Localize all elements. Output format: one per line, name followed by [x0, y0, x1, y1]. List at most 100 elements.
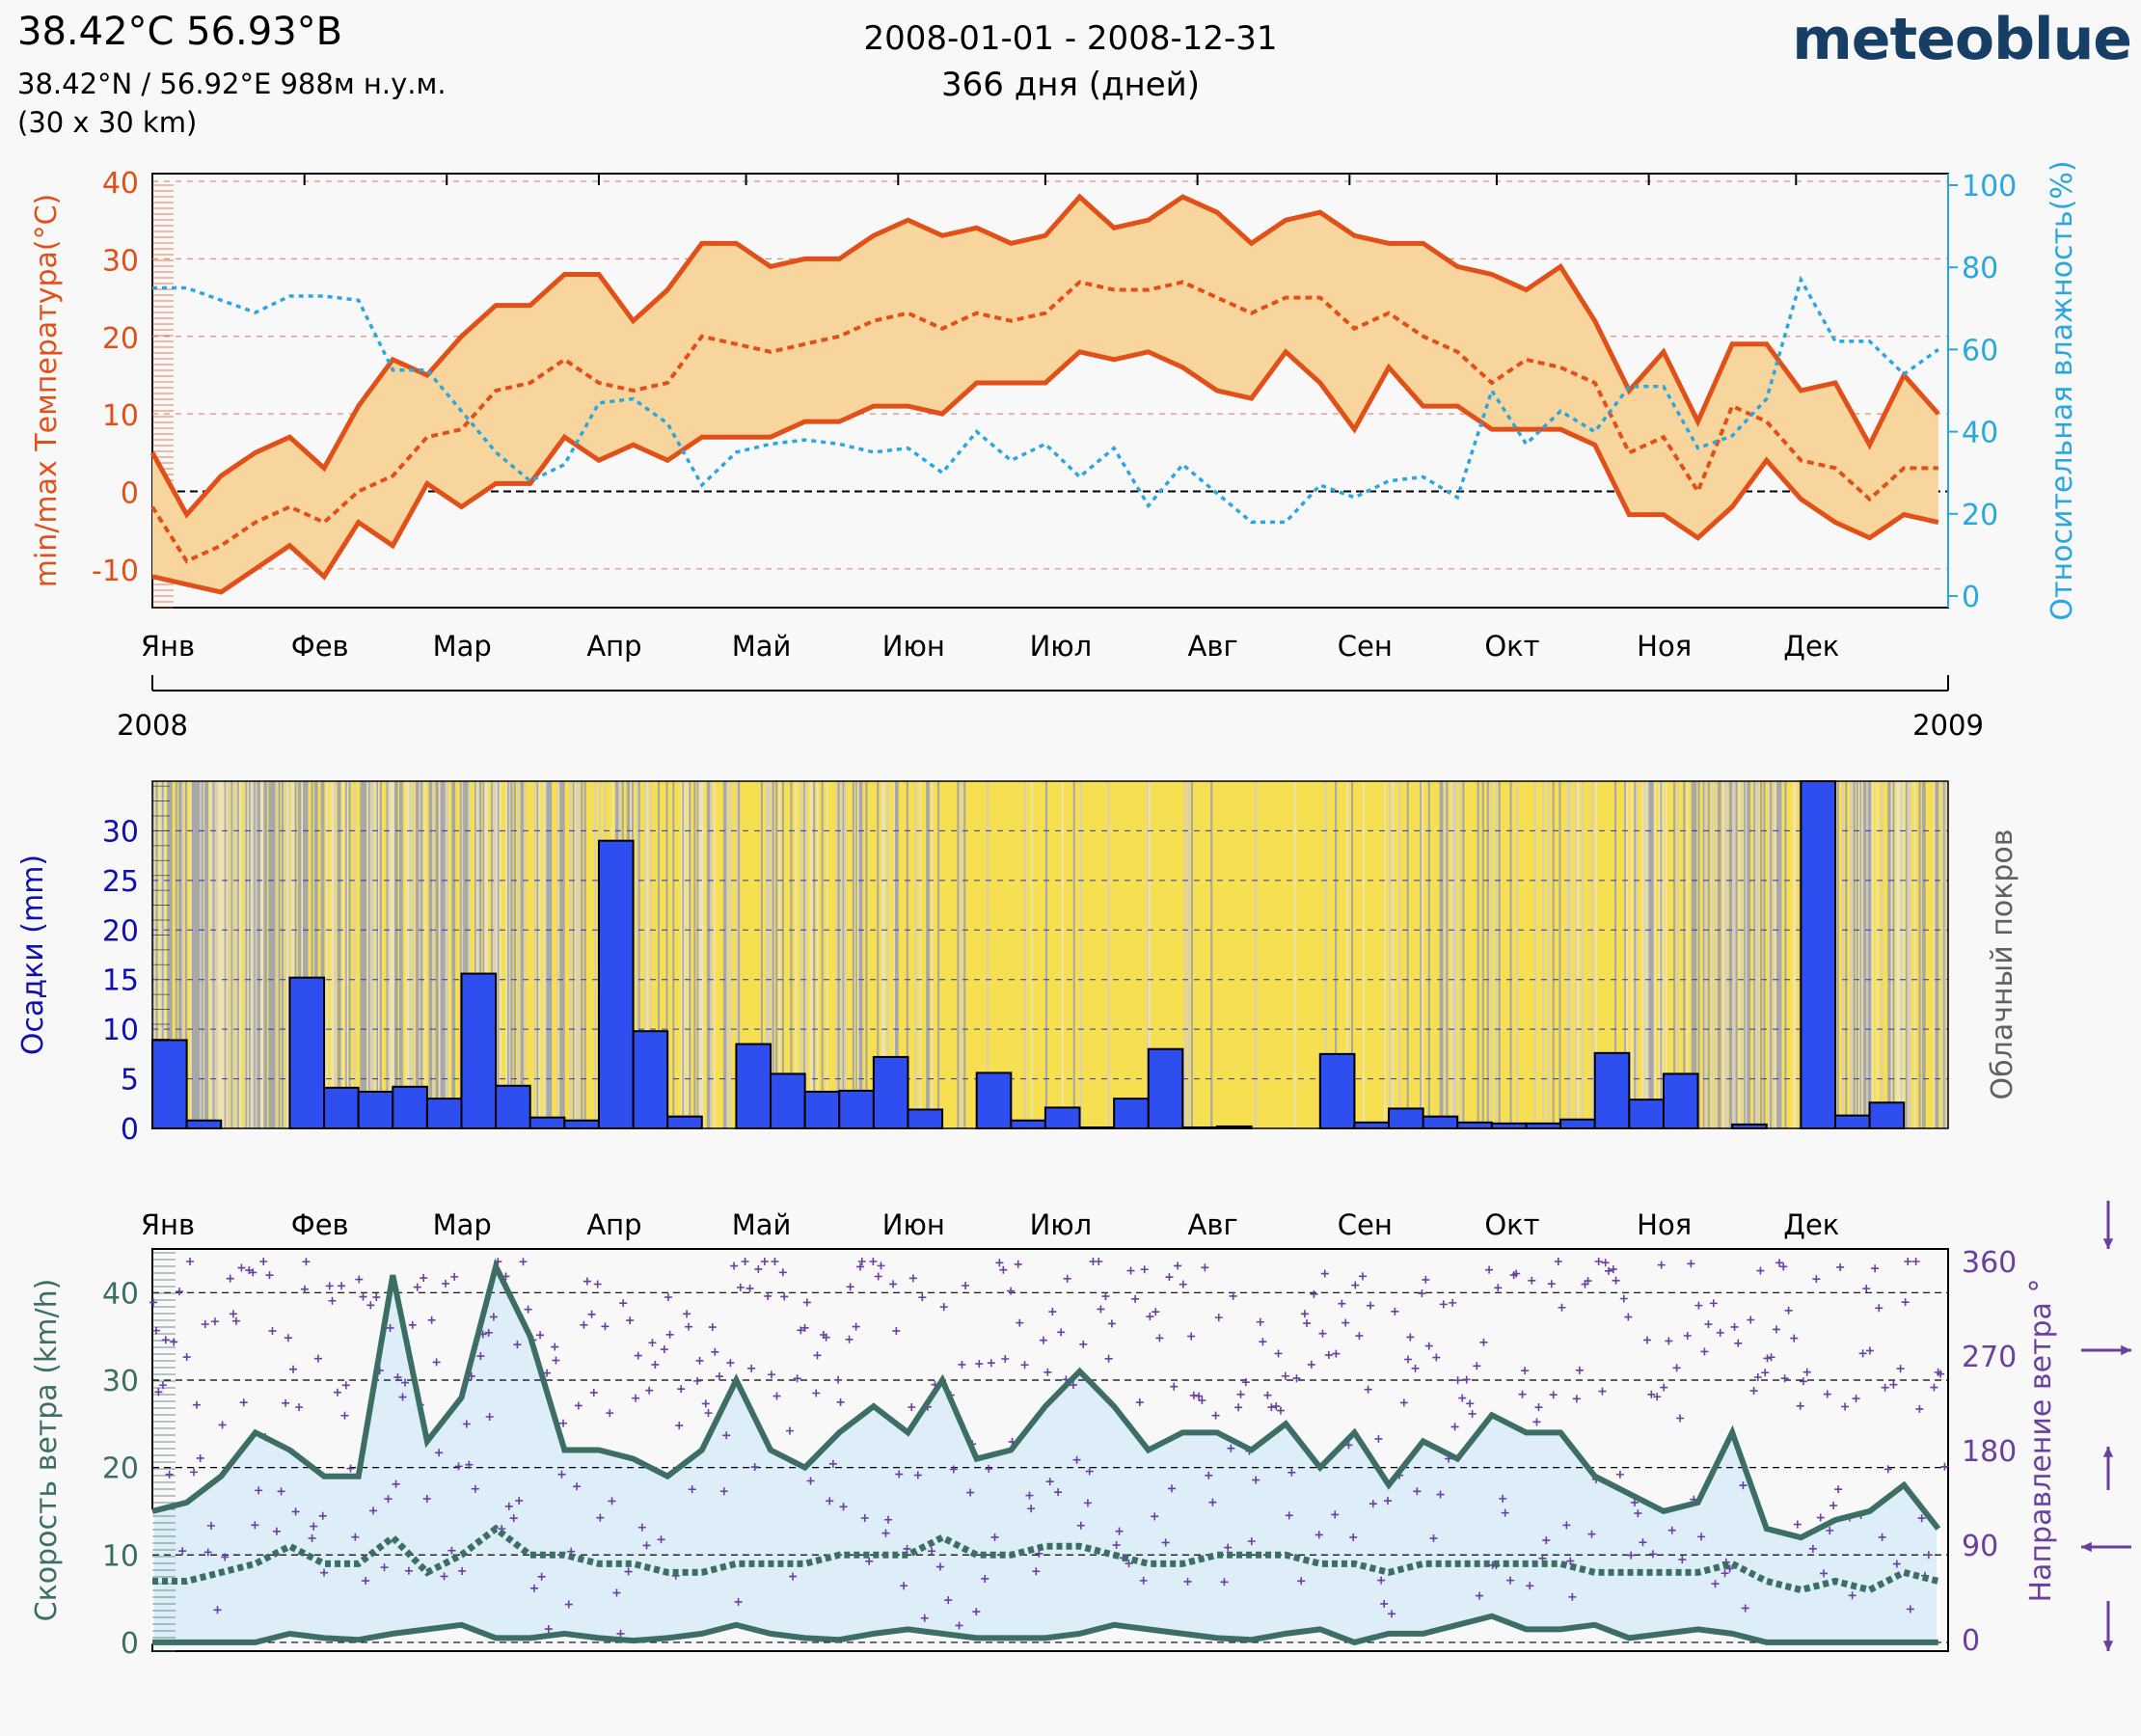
cloud-cover-stripe — [556, 781, 558, 1128]
cloud-cover-stripe — [1568, 781, 1571, 1128]
cloud-cover-stripe — [1836, 781, 1839, 1128]
cloud-cover-stripe — [1923, 781, 1926, 1128]
precipitation-bar — [1868, 1101, 1906, 1130]
precipitation-bar — [1113, 1098, 1150, 1129]
cloud-cover-stripe — [1792, 781, 1795, 1128]
cloud-cover-stripe — [865, 781, 868, 1128]
cloud-cover-stripe — [778, 781, 781, 1128]
cloud-cover-stripe — [204, 781, 207, 1128]
cloud-cover-stripe — [581, 781, 583, 1128]
cloud-cover-stripe — [1888, 781, 1892, 1128]
cloud-cover-stripe — [353, 781, 356, 1128]
cloud-cover-stripe — [257, 781, 259, 1128]
cloud-cover-stripe — [325, 781, 328, 1128]
cloud-cover-stripe — [816, 781, 819, 1128]
cloud-cover-stripe — [391, 781, 393, 1128]
precipitation-bar — [1490, 1122, 1528, 1130]
cloud-cover-stripe — [1650, 781, 1653, 1128]
cloud-cover-stripe — [431, 781, 435, 1128]
cloud-cover-stripe — [919, 781, 922, 1128]
temperature-max-line — [149, 193, 1940, 519]
cloud-cover-stripe — [459, 781, 462, 1128]
cloud-cover-stripe — [680, 781, 683, 1128]
meteoblue-logo[interactable]: meteoblue — [1792, 6, 2132, 73]
cloud-cover-stripe — [1871, 781, 1874, 1128]
cloud-cover-stripe — [1594, 781, 1597, 1128]
cloud-cover-stripe — [1862, 781, 1865, 1128]
precipitation-bar — [323, 1086, 360, 1130]
cloud-cover-stripe — [1673, 781, 1676, 1128]
cloud-cover-stripe — [855, 781, 858, 1128]
cloud-cover-stripe — [1643, 781, 1646, 1128]
cloud-cover-stripe — [311, 781, 313, 1128]
cloud-cover-stripe — [1079, 781, 1082, 1128]
cloud-cover-stripe — [252, 781, 255, 1128]
cloud-cover-stripe — [255, 781, 257, 1128]
cloud-cover-stripe — [856, 781, 859, 1128]
cloud-cover-stripe — [860, 781, 863, 1128]
precipitation-bar — [1010, 1119, 1046, 1130]
cloud-cover-stripe — [201, 781, 203, 1128]
cloud-cover-stripe — [826, 781, 828, 1128]
cloud-cover-stripe — [1625, 781, 1629, 1128]
cloud-cover-stripe — [294, 781, 297, 1128]
temperature-range-band — [152, 197, 1938, 592]
north-wind-arrow-head — [2102, 1238, 2114, 1249]
cloud-cover-stripe — [360, 781, 363, 1128]
cloud-cover-stripe — [771, 781, 773, 1128]
cloud-cover-stripe — [345, 781, 348, 1128]
cloud-cover-stripe — [936, 781, 940, 1128]
cloud-cover-stripe — [544, 781, 548, 1128]
cloud-cover-stripe — [162, 781, 165, 1128]
cloud-cover-stripe — [738, 781, 741, 1128]
cloud-cover-stripe — [842, 781, 845, 1128]
cloud-cover-stripe — [1591, 781, 1594, 1128]
cloud-cover-stripe — [574, 781, 577, 1128]
wind-month-label: Апр — [586, 1208, 641, 1241]
cloud-cover-stripe — [468, 781, 471, 1128]
cloud-cover-stripe — [1072, 781, 1075, 1128]
cloud-cover-stripe — [442, 781, 445, 1128]
cloud-cover-stripe — [1190, 781, 1193, 1128]
cloud-cover-stripe — [160, 781, 163, 1128]
cloud-cover-stripe — [198, 781, 201, 1128]
cloud-cover-stripe — [520, 781, 523, 1128]
cloud-cover-stripe — [510, 781, 513, 1128]
precipitation-tick-label: 30 — [102, 815, 139, 849]
cloud-cover-stripe — [200, 781, 203, 1128]
cloud-cover-stripe — [522, 781, 525, 1128]
cloud-cover-stripe — [710, 781, 713, 1128]
cloud-cover-stripe — [1941, 781, 1944, 1128]
cloud-cover-stripe — [1044, 781, 1048, 1128]
month-label: Июл — [1030, 630, 1093, 663]
wind-direction-tick-label: 180 — [1962, 1435, 2017, 1469]
cloud-cover-stripe — [304, 781, 307, 1128]
wind-tick-label: 20 — [102, 1452, 139, 1486]
cloud-cover-stripe — [896, 781, 899, 1128]
month-label: Авг — [1188, 630, 1238, 663]
cloud-cover-stripe — [463, 781, 466, 1128]
cloud-cover-stripe — [698, 781, 701, 1128]
precipitation-bar — [1593, 1051, 1631, 1130]
cloud-cover-stripe — [693, 781, 696, 1128]
cloud-cover-stripe — [1759, 781, 1763, 1128]
cloud-cover-stripe — [419, 781, 421, 1128]
wind-tick-label: 0 — [121, 1627, 139, 1661]
cloud-cover-stripe — [506, 781, 510, 1128]
cloud-cover-stripe — [1770, 781, 1773, 1128]
cloud-cover-stripe — [482, 781, 485, 1128]
cloud-cover-stripe — [1763, 781, 1766, 1128]
cloud-cover-stripe — [1723, 781, 1726, 1128]
cloud-cover-stripe — [1905, 781, 1909, 1128]
cloud-cover-stripe — [247, 781, 250, 1128]
cloud-cover-stripe — [760, 781, 763, 1128]
cloud-cover-stripe — [1420, 781, 1423, 1128]
wind-direction-tick-label: 0 — [1962, 1624, 1980, 1658]
cloud-cover-stripe — [209, 781, 212, 1128]
temperature-mean-line — [150, 280, 1938, 564]
cloud-cover-stripe — [767, 781, 770, 1128]
cloud-cover-stripe — [1383, 781, 1387, 1128]
cloud-cover-stripe — [713, 781, 716, 1128]
cloud-cover-stripe — [1907, 781, 1910, 1128]
